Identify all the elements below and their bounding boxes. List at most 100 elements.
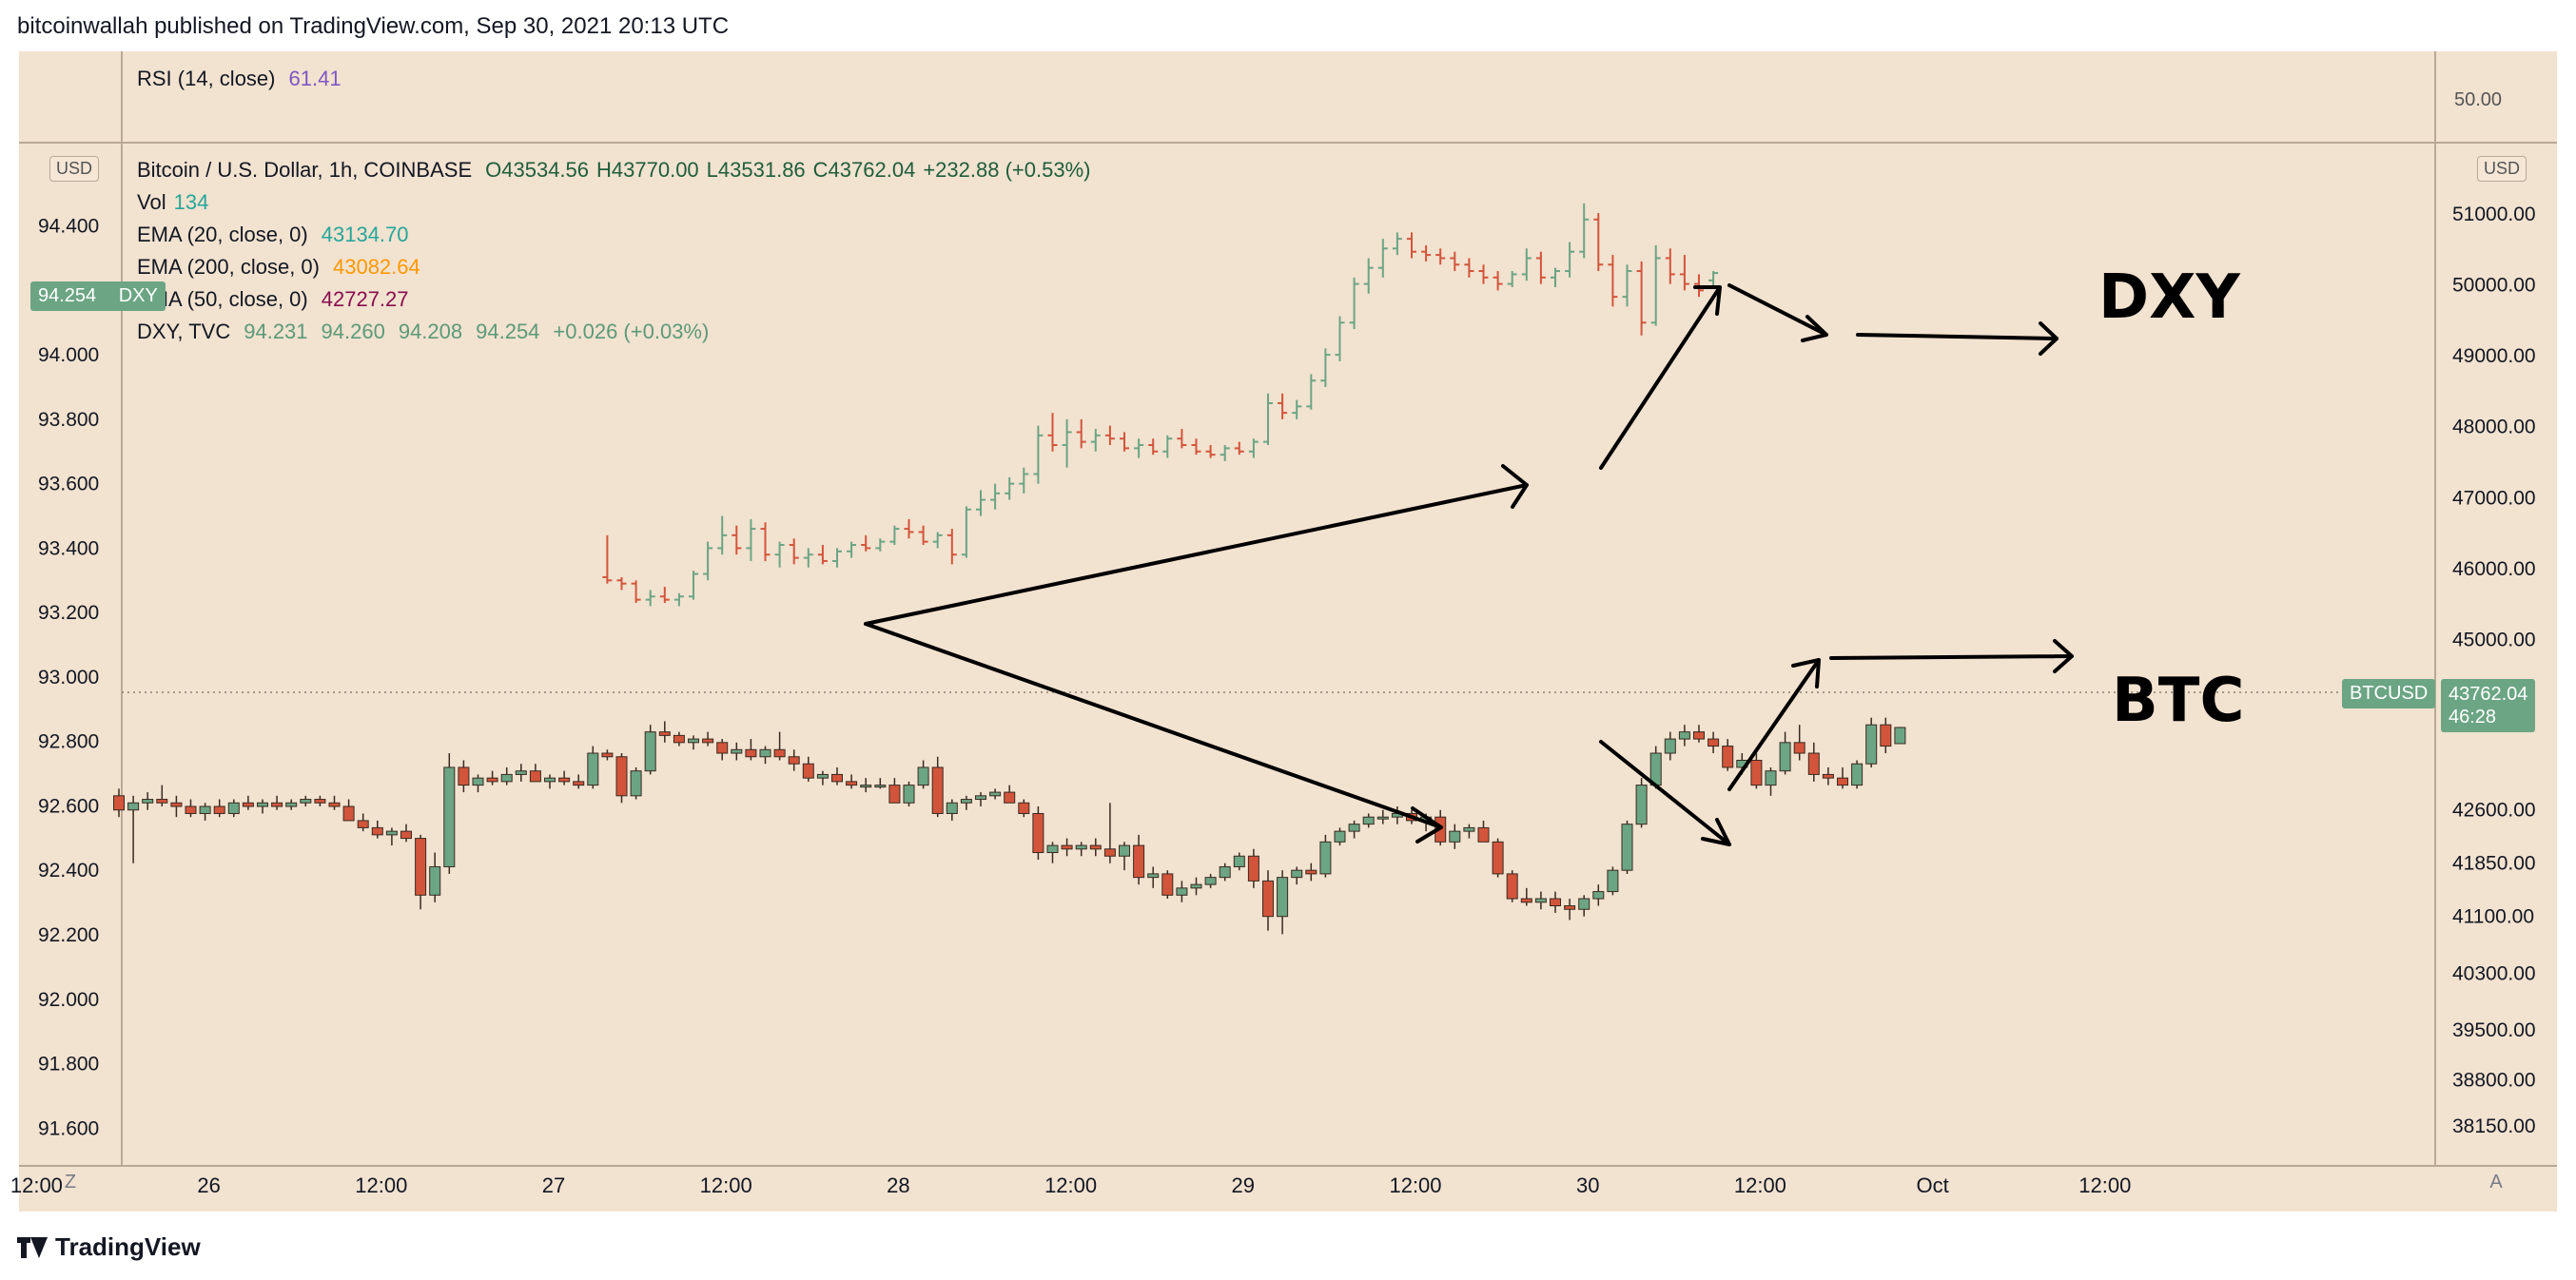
btc-candle-body [142, 799, 154, 804]
dxy-open: 94.231 [244, 320, 308, 343]
dxy-bar [1162, 435, 1173, 458]
btc-candle-body [1793, 742, 1805, 754]
dxy-high: 94.260 [321, 320, 385, 343]
btc-candle-body [1578, 898, 1590, 910]
btc-candle-body [573, 781, 585, 786]
right-tick-label: 45000.00 [2452, 630, 2536, 651]
dxy-bar [1363, 258, 1374, 294]
right-tick-label: 40300.00 [2452, 962, 2536, 984]
left-tick-label: 94.400 [38, 216, 99, 238]
btc-candle [486, 770, 498, 785]
vol-legend[interactable]: Vol 134 [137, 190, 222, 215]
btc-candle [1678, 725, 1690, 747]
btc-candle [415, 834, 427, 910]
dxy-bar [1349, 277, 1359, 330]
btc-candle-body [458, 766, 470, 786]
btc-candle [1262, 870, 1274, 931]
btc-candle-body [1607, 869, 1619, 893]
btc-candle [630, 766, 642, 800]
ohlc-open: O43534.56 [485, 158, 590, 182]
btc-candle [1492, 838, 1504, 878]
dxy-bar [803, 548, 813, 568]
btc-candle [1277, 870, 1289, 935]
btc-candle-body [1004, 791, 1016, 804]
btc-candle [1592, 884, 1605, 906]
btc-candle [846, 774, 858, 789]
ema50-legend[interactable]: EMA (50, close, 0) 42727.27 [137, 287, 422, 312]
btc-candle-body [816, 773, 829, 779]
btc-candle-body [199, 805, 211, 814]
arrow-btc-flat [1829, 639, 2074, 673]
arrow-dxy-surge [1599, 285, 1722, 470]
dxy-legend[interactable]: DXY, TVC 94.231 94.260 94.208 94.254 +0.026 (… [137, 320, 722, 344]
btc-candle [342, 799, 355, 822]
auto-scale-button[interactable]: A [2489, 1172, 2503, 1193]
zoom-button[interactable]: Z [64, 1172, 77, 1193]
btc-candle [1075, 842, 1087, 857]
dxy-bar [760, 522, 771, 561]
dxy-bar [1636, 261, 1647, 336]
left-currency-label[interactable]: USD [49, 156, 100, 182]
btc-candle-body [989, 791, 1002, 797]
btc-candle-body [242, 802, 254, 807]
dxy-bar [1622, 264, 1632, 307]
dxy-bar [1679, 255, 1689, 291]
main-legend[interactable]: Bitcoin / U.S. Dollar, 1h, COINBASE O4353… [137, 158, 1103, 183]
btc-candle [573, 774, 585, 789]
btc-candle [1147, 866, 1160, 888]
ema20-legend[interactable]: EMA (20, close, 0) 43134.70 [137, 223, 422, 247]
dxy-bar [1450, 251, 1460, 272]
dxy-bar [1708, 271, 1719, 288]
dxy-low: 94.208 [398, 320, 463, 343]
btc-candle [1520, 887, 1532, 906]
dxy-bar [1234, 441, 1244, 456]
dxy-bar [673, 592, 684, 607]
btc-candle [472, 774, 484, 793]
btc-candle-body [802, 763, 814, 779]
ema200-legend[interactable]: EMA (200, close, 0) 43082.64 [137, 255, 434, 280]
btc-candle-body [558, 777, 571, 783]
btc-candle [1506, 870, 1518, 902]
btc-candle-body [1103, 848, 1116, 857]
arrow-btc-drop [1599, 740, 1731, 846]
btc-candle [802, 756, 814, 782]
dxy-bar [990, 483, 1001, 510]
btc-candle-body [658, 731, 671, 736]
btc-candle [156, 785, 168, 807]
btc-candle-body [831, 773, 843, 783]
btc-candle [759, 746, 771, 765]
dxy-bar [774, 541, 785, 568]
ema50-value: 42727.27 [321, 287, 409, 311]
btc-candle [1061, 838, 1073, 857]
btc-candle-body [1334, 830, 1346, 843]
btc-candle [142, 792, 154, 810]
btc-candle-body [1550, 898, 1561, 907]
dxy-bar [1076, 418, 1086, 449]
dxy-bar [602, 534, 613, 584]
rsi-legend[interactable]: RSI (14, close) 61.41 [137, 67, 355, 91]
tradingview-brand[interactable]: TradingView [17, 1232, 201, 1262]
btc-candle [515, 764, 527, 782]
right-tick-label: 46000.00 [2452, 558, 2536, 580]
btc-candle-body [1147, 873, 1160, 879]
btc-candle-body [529, 770, 541, 783]
btc-candle [601, 749, 614, 761]
dxy-bar [689, 571, 698, 600]
btc-candle-body [1133, 844, 1145, 879]
right-tick-label: 50000.00 [2452, 274, 2536, 296]
btc-candle-body [1376, 816, 1389, 820]
btc-candle [716, 739, 729, 761]
vol-label: Vol [137, 190, 166, 214]
right-currency-label[interactable]: USD [2477, 156, 2527, 182]
btc-candle-body [1693, 731, 1705, 740]
btc-candle-body [415, 838, 427, 896]
rsi-scale-value: 50.00 [2454, 89, 2503, 110]
left-tick-label: 93.800 [38, 409, 99, 431]
right-tick-label: 41850.00 [2452, 853, 2536, 875]
btc-candle [328, 795, 341, 810]
btc-candle-body [1161, 873, 1174, 896]
dxy-label: DXY, TVC [137, 320, 231, 343]
btc-candle-body [257, 802, 268, 807]
btc-candle-body [1348, 824, 1360, 832]
